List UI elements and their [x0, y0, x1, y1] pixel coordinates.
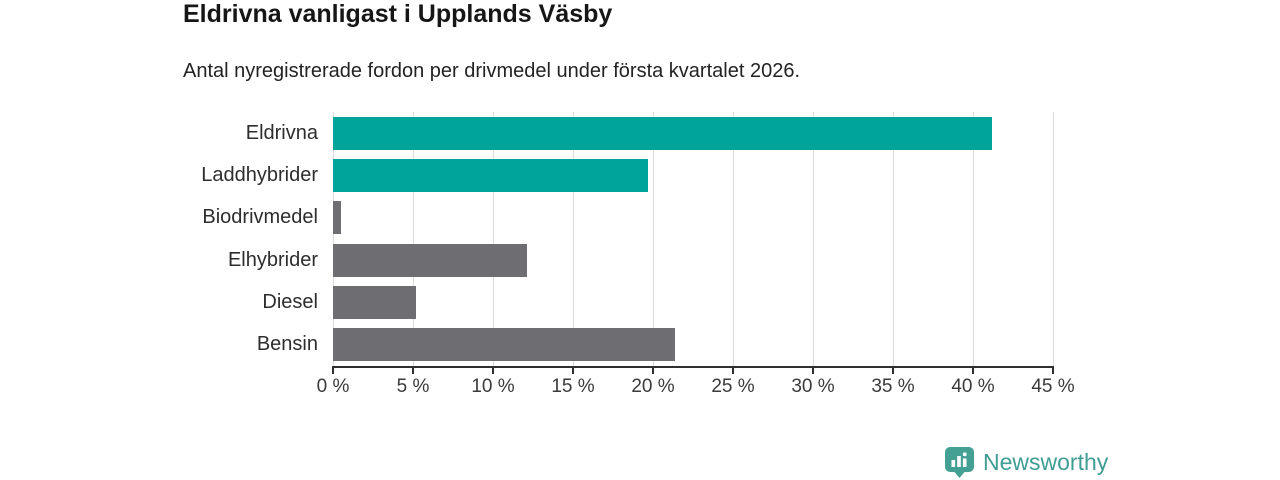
gridline	[733, 112, 734, 366]
newsworthy-logo-text: Newsworthy	[983, 449, 1109, 475]
x-axis-tick-label: 15 %	[551, 376, 595, 397]
bar-chart: Eldrivna Laddhybrider Biodrivmedel Elhybrid…	[0, 112, 1100, 412]
bar-row: Laddhybrider	[0, 154, 1053, 196]
category-label: Diesel	[262, 290, 318, 313]
category-label: Eldrivna	[245, 121, 318, 144]
x-axis-tick-label: 25 %	[711, 376, 755, 397]
newsworthy-logo: Newsworthy	[944, 446, 1108, 479]
gridline	[333, 112, 334, 366]
bar-row: Diesel	[0, 281, 1053, 323]
x-axis-tick	[972, 368, 974, 374]
x-axis-tick	[652, 368, 654, 374]
category-label: Biodrivmedel	[202, 206, 318, 229]
category-label: Bensin	[256, 333, 318, 356]
x-axis-tick-label: 30 %	[791, 376, 835, 397]
bar-row: Elhybrider	[0, 239, 1053, 281]
gridline	[573, 112, 574, 366]
x-axis-tick-label: 40 %	[951, 376, 995, 397]
gridline	[1053, 112, 1054, 366]
x-axis-tick-label: 5 %	[396, 376, 430, 397]
chart-title: Eldrivna vanligast i Upplands Väsby	[183, 0, 613, 28]
category-label: Laddhybrider	[201, 163, 318, 186]
x-axis-tick	[732, 368, 734, 374]
x-axis-tick-label: 10 %	[471, 376, 515, 397]
gridline	[813, 112, 814, 366]
x-axis-tick-label: 20 %	[631, 376, 675, 397]
x-axis-tick	[492, 368, 494, 374]
gridline	[973, 112, 974, 366]
plot-area	[333, 112, 1054, 366]
bar-eldrivna	[333, 116, 993, 150]
chart-subtitle: Antal nyregistrerade fordon per drivmede…	[183, 60, 801, 82]
x-axis-tick	[412, 368, 414, 374]
x-axis-tick	[1052, 368, 1054, 374]
category-label: Elhybrider	[227, 248, 318, 271]
newsworthy-logo-icon	[945, 447, 974, 478]
gridline	[493, 112, 494, 366]
bar-bensin	[333, 328, 676, 362]
x-axis-line	[332, 366, 1054, 368]
gridline	[653, 112, 654, 366]
bar-biodrivmedel	[333, 201, 341, 235]
bar-rows: Eldrivna Laddhybrider Biodrivmedel Elhybrid…	[0, 112, 1053, 366]
bar-laddhybrider	[333, 158, 649, 192]
gridline	[893, 112, 894, 366]
gridline	[413, 112, 414, 366]
bar-diesel	[333, 285, 417, 319]
x-axis-tick	[812, 368, 814, 374]
x-axis-tick	[572, 368, 574, 374]
bar-row: Bensin	[0, 324, 1053, 366]
bar-elhybrider	[333, 243, 527, 277]
x-axis-tick	[892, 368, 894, 374]
bar-row: Biodrivmedel	[0, 197, 1053, 239]
x-axis-tick-label: 45 %	[1031, 376, 1075, 397]
x-axis-tick-label: 0 %	[316, 376, 350, 397]
x-axis-tick-label: 35 %	[871, 376, 915, 397]
x-axis-tick	[332, 368, 334, 374]
bar-row: Eldrivna	[0, 112, 1053, 154]
